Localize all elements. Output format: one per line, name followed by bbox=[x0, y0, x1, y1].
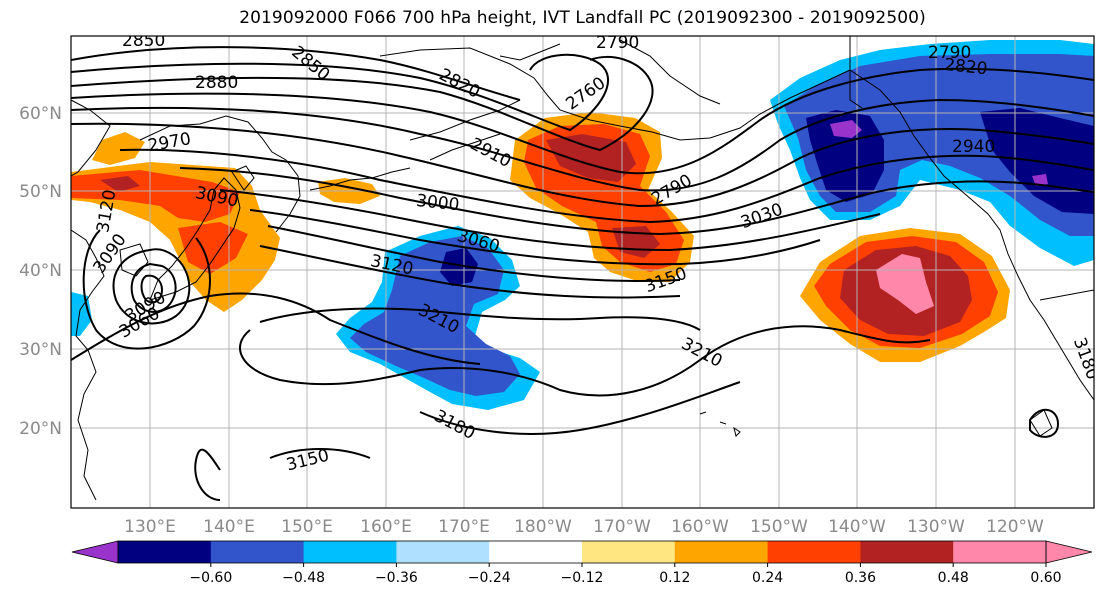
longitude-tick-label: 170°W bbox=[593, 517, 651, 537]
colorbar-swatch bbox=[860, 541, 954, 563]
longitude-tick-label: 150°E bbox=[281, 517, 333, 537]
anomaly-central-navy bbox=[440, 248, 478, 286]
contour-label: 2940 bbox=[952, 137, 995, 157]
latitude-tick-label: 60°N bbox=[19, 104, 62, 124]
colorbar-swatch bbox=[118, 541, 212, 563]
anomaly-japan-cyan bbox=[71, 292, 92, 336]
colorbar-extend-left bbox=[71, 540, 119, 564]
latitude-tick-label: 40°N bbox=[19, 261, 62, 281]
longitude-tick-label: 130°E bbox=[124, 517, 176, 537]
colorbar-swatch bbox=[396, 541, 490, 563]
contour-label: 2790 bbox=[928, 43, 971, 63]
longitude-tick-label: 150°W bbox=[750, 517, 808, 537]
colorbar-label: 0.60 bbox=[1030, 570, 1061, 586]
anomaly-japan-red2 bbox=[178, 222, 248, 274]
anomaly-japan-darkred bbox=[100, 176, 140, 192]
colorbar-label: 0.12 bbox=[659, 570, 690, 586]
colorbar-swatch bbox=[210, 541, 305, 563]
colorbar-label: 0.24 bbox=[752, 570, 783, 586]
latitude-tick-label: 50°N bbox=[19, 182, 62, 202]
longitude-tick-label: 140°W bbox=[828, 517, 886, 537]
longitude-tick-label: 120°W bbox=[986, 517, 1044, 537]
contour-label: 2850 bbox=[122, 31, 165, 51]
coastlines bbox=[71, 36, 1094, 501]
anomaly-nw-purple2 bbox=[1032, 174, 1048, 186]
anomaly-japan-orange2 bbox=[92, 132, 145, 165]
longitude-tick-label: 160°E bbox=[360, 517, 412, 537]
colorbar-label: −0.48 bbox=[282, 570, 325, 586]
colorbar-label: 0.48 bbox=[938, 570, 969, 586]
longitude-tick-label: 160°W bbox=[671, 517, 729, 537]
colorbar-swatch bbox=[953, 541, 1047, 563]
height-contours bbox=[71, 46, 1094, 501]
colorbar-swatch bbox=[582, 541, 676, 563]
colorbar-label: −0.24 bbox=[468, 570, 511, 586]
anomaly-central-blue bbox=[350, 236, 520, 396]
anomaly-nw-navy1 bbox=[806, 110, 884, 202]
colorbar-label: −0.12 bbox=[561, 570, 604, 586]
latitude-axis: 20°N 30°N 40°N 50°N 60°N bbox=[19, 104, 62, 439]
colorbar-swatch bbox=[489, 541, 583, 563]
contour-label: 2820 bbox=[943, 55, 988, 79]
figure-title: 2019092000 F066 700 hPa height, IVT Land… bbox=[239, 8, 926, 28]
colorbar-label: −0.36 bbox=[375, 570, 418, 586]
colorbar: −0.60 −0.48 −0.36 −0.24 −0.12 0.12 0.24 0.36 0.4… bbox=[71, 540, 1093, 586]
longitude-tick-label: 140°E bbox=[203, 517, 255, 537]
colorbar-swatch bbox=[674, 541, 769, 563]
contour-label: 2880 bbox=[195, 73, 238, 93]
graticule bbox=[71, 36, 1094, 508]
contour-label: 3000 bbox=[415, 191, 460, 215]
colorbar-swatch bbox=[303, 541, 397, 563]
latitude-tick-label: 30°N bbox=[19, 340, 62, 360]
longitude-tick-label: 180°W bbox=[514, 517, 572, 537]
colorbar-swatch bbox=[767, 541, 861, 563]
longitude-axis: 130°E 140°E 150°E 160°E 170°E 180°W 170°… bbox=[124, 517, 1044, 537]
colorbar-extend-right bbox=[1045, 540, 1093, 564]
contour-label: 2790 bbox=[596, 33, 639, 53]
map-content: 2850 2850 2790 2880 2820 2760 2970 2910 … bbox=[71, 31, 1094, 508]
colorbar-label: −0.60 bbox=[189, 570, 232, 586]
map-frame bbox=[70, 35, 1095, 509]
colorbar-label: 0.36 bbox=[845, 570, 876, 586]
anomaly-ne-pink bbox=[876, 254, 934, 314]
latitude-tick-label: 20°N bbox=[19, 419, 62, 439]
anomaly-nw-purple bbox=[830, 120, 862, 138]
longitude-tick-label: 170°E bbox=[438, 517, 490, 537]
longitude-tick-label: 130°W bbox=[907, 517, 965, 537]
